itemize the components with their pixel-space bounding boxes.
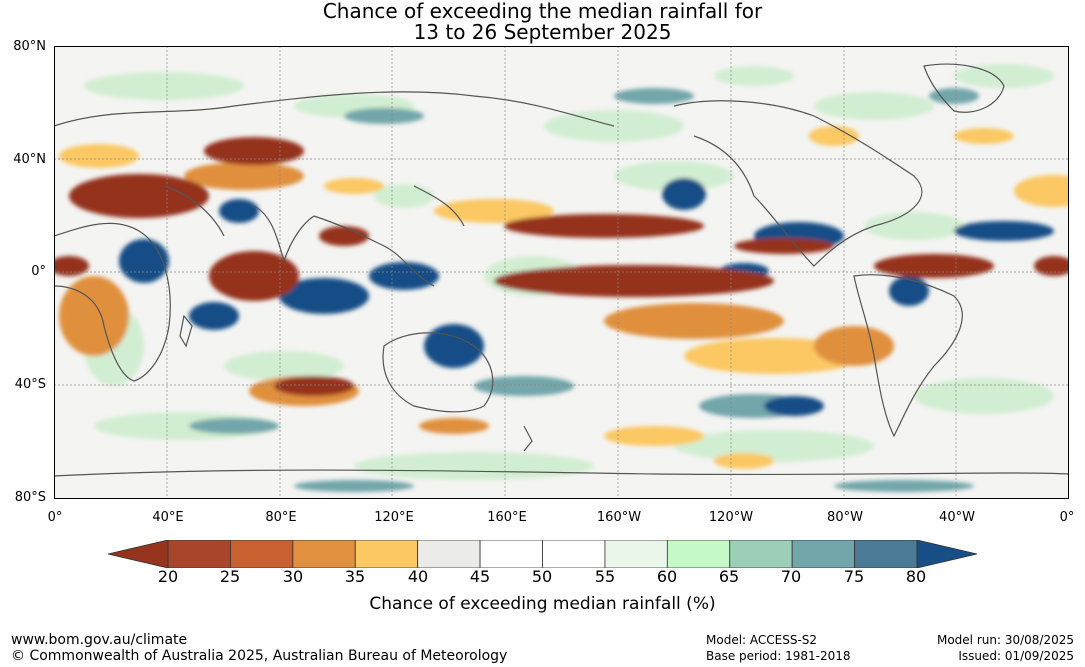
colorbar-tick-50: 50 (531, 567, 553, 586)
colorbar-cell-25-30 (230, 540, 294, 568)
footer-model: Model: ACCESS-S2 (706, 633, 818, 647)
colorbar-cell-65-70 (729, 540, 793, 568)
colorbar-tick-25: 25 (219, 567, 241, 586)
colorbar-cell-35-40 (354, 540, 419, 568)
colorbar-cell-45-50 (479, 540, 543, 568)
colorbar-cell-70-75 (791, 540, 855, 568)
lon-label-120w: 120°W (708, 510, 754, 525)
map-title-line-1: Chance of exceeding the median rainfall … (322, 0, 763, 23)
footer-model-run: Model run: 30/08/2025 (936, 633, 1074, 647)
colorbar-low-extend (108, 540, 169, 568)
footer-website: www.bom.gov.au/climate (11, 632, 188, 648)
lon-label-160w: 160°W (596, 510, 642, 525)
lat-label-equator: 0° (31, 264, 46, 279)
footer-issued: Issued: 01/09/2025 (958, 649, 1074, 663)
lon-label-40w: 40°W (939, 510, 975, 525)
lon-label-40e: 40°E (152, 510, 184, 525)
probability-field (54, 64, 1069, 492)
colorbar-high-extend (916, 540, 978, 568)
colorbar-tick-60: 60 (656, 567, 678, 586)
colorbar-cell-50-55 (542, 540, 606, 568)
footer-copyright: © Commonwealth of Australia 2025, Austra… (11, 648, 508, 664)
colorbar-cell-60-65 (666, 540, 731, 568)
coastlines (54, 63, 1069, 477)
colorbar-tick-65: 65 (718, 567, 740, 586)
rainfall-probability-map (54, 46, 1069, 499)
lon-label-0: 0° (47, 510, 63, 525)
colorbar-tick-40: 40 (407, 567, 429, 586)
colorbar-cell-75-80 (854, 540, 918, 568)
colorbar-cell-30-35 (292, 540, 356, 568)
map-title-line-2: 13 to 26 September 2025 (413, 20, 672, 44)
lon-label-80e: 80°E (265, 510, 297, 525)
colorbar-tick-30: 30 (282, 567, 304, 586)
colorbar-tick-55: 55 (594, 567, 616, 586)
graticule (54, 46, 1069, 499)
lat-label-80n: 80°N (13, 39, 46, 54)
lon-label-0-right: 0° (1059, 510, 1075, 525)
colorbar-cell-40-45 (417, 540, 481, 568)
lat-label-40s: 40°S (14, 377, 46, 392)
colorbar-cell-55-60 (604, 540, 668, 568)
lon-label-120e: 120°E (374, 510, 414, 525)
lon-label-160e: 160°E (487, 510, 527, 525)
lat-label-40n: 40°N (13, 152, 46, 167)
footer-base-period: Base period: 1981-2018 (706, 649, 851, 663)
colorbar-label: Chance of exceeding median rainfall (%) (369, 594, 716, 614)
colorbar-tick-45: 45 (469, 567, 491, 586)
colorbar-tick-70: 70 (780, 567, 802, 586)
lon-label-80w: 80°W (827, 510, 863, 525)
colorbar-cell-20-25 (167, 540, 231, 568)
colorbar-tick-20: 20 (157, 567, 179, 586)
colorbar-tick-75: 75 (843, 567, 865, 586)
colorbar-tick-35: 35 (344, 567, 366, 586)
colorbar (108, 540, 978, 568)
lat-label-80s: 80°S (14, 490, 46, 505)
colorbar-tick-80: 80 (905, 567, 927, 586)
